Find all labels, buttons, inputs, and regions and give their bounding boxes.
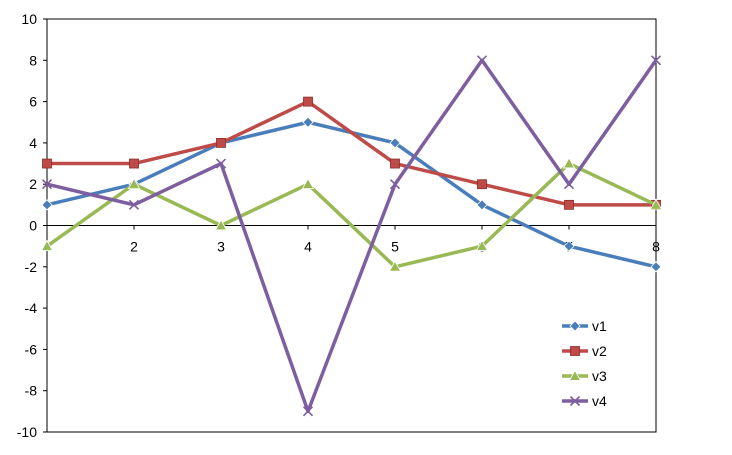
series-line-v4 <box>46 58 658 414</box>
data-point-v2 <box>129 158 139 169</box>
data-point-v4 <box>563 179 575 190</box>
legend-marker <box>568 369 582 381</box>
legend-item-v1: v1 <box>562 318 607 334</box>
data-point-v2 <box>564 199 574 210</box>
data-point-v3 <box>475 239 489 251</box>
x-tick-label: 8 <box>652 239 660 255</box>
data-point-v4 <box>215 158 227 169</box>
data-point-v4 <box>476 55 488 66</box>
y-tick-label: -8 <box>25 383 38 399</box>
legend-label: v4 <box>592 393 607 409</box>
legend-label: v3 <box>592 368 607 384</box>
data-point-v4 <box>389 179 401 190</box>
data-point-v3 <box>127 177 141 190</box>
y-tick-label: -6 <box>25 341 38 357</box>
series-v3 <box>40 157 663 272</box>
data-point-v3 <box>649 198 663 210</box>
data-point-v4 <box>650 55 662 66</box>
legend-marker <box>569 320 581 332</box>
y-axis: -10 -8 -6 -4 -2 0 2 4 6 8 10 <box>17 11 47 440</box>
data-point-v3 <box>562 157 576 169</box>
data-point-v4 <box>128 199 140 210</box>
x-tick-label: 5 <box>391 239 399 255</box>
legend-item-v4: v4 <box>562 393 607 409</box>
y-tick-label: 0 <box>29 218 37 234</box>
legend-item-v3: v3 <box>562 368 607 384</box>
legend-marker <box>570 346 580 356</box>
data-point-v3 <box>40 239 54 251</box>
legend: v1 v2 v3 v4 <box>562 318 607 409</box>
data-point-v3 <box>214 219 228 231</box>
series-v4 <box>41 55 662 417</box>
x-tick-label: 3 <box>217 239 225 255</box>
data-point-v2 <box>477 179 487 190</box>
data-point-v1 <box>389 137 401 149</box>
y-tick-label: -4 <box>25 300 38 316</box>
y-tick-label: 10 <box>21 11 37 27</box>
legend-label: v1 <box>592 318 607 334</box>
data-point-v1 <box>41 199 53 211</box>
data-point-v2 <box>303 96 313 107</box>
legend-marker <box>569 395 581 407</box>
series-line-v2 <box>47 99 656 207</box>
y-tick-label: 8 <box>29 52 37 68</box>
x-tick-label: 2 <box>130 239 138 255</box>
data-point-v1 <box>650 261 662 273</box>
legend-label: v2 <box>592 343 607 359</box>
series-v2 <box>42 96 661 210</box>
y-tick-label: 2 <box>29 176 37 192</box>
series-layer <box>40 55 663 417</box>
data-point-v3 <box>388 260 402 272</box>
data-point-v4 <box>302 406 314 417</box>
data-point-v4 <box>41 179 53 190</box>
y-tick-label: 6 <box>29 94 37 110</box>
data-point-v2 <box>42 158 52 169</box>
legend-item-v2: v2 <box>562 343 607 359</box>
y-tick-label: -2 <box>25 259 38 275</box>
data-point-v3 <box>301 177 315 190</box>
data-point-v2 <box>390 158 400 169</box>
data-point-v2 <box>216 137 226 148</box>
series-line-v3 <box>45 161 657 269</box>
data-point-v1 <box>563 240 575 252</box>
data-point-v1 <box>476 199 488 211</box>
y-tick-label: -10 <box>17 424 37 440</box>
data-point-v1 <box>302 116 314 128</box>
x-tick-label: 4 <box>304 239 312 255</box>
y-tick-label: 4 <box>29 135 37 151</box>
